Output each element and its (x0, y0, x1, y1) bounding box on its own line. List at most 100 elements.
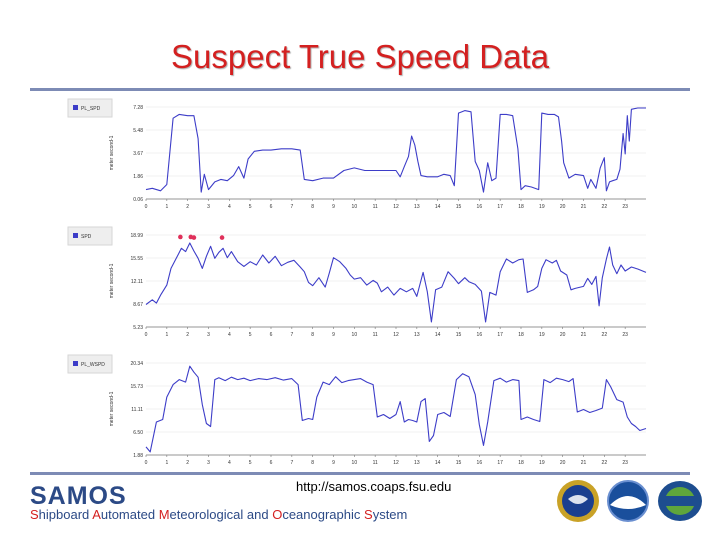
x-tick-label: 22 (602, 332, 608, 338)
x-tick-label: 21 (581, 204, 587, 210)
x-tick-label: 19 (539, 204, 545, 210)
y-tick-label: 12.11 (131, 279, 143, 285)
noaa-logo (607, 480, 649, 522)
y-axis-label: meter second-1 (109, 135, 115, 170)
y-tick-label: 5.23 (133, 325, 143, 331)
x-tick-label: 3 (207, 204, 210, 210)
x-tick-label: 15 (456, 460, 462, 466)
series-line (145, 107, 646, 193)
legend-label: PL_SPD (81, 106, 101, 112)
url-link[interactable]: http://samos.coaps.fsu.edu (296, 479, 452, 494)
x-tick-label: 8 (311, 460, 314, 466)
x-tick-label: 7 (290, 204, 293, 210)
x-tick-label: 16 (477, 460, 483, 466)
subtitle-word: Meteorological (158, 507, 244, 522)
x-tick-label: 7 (290, 460, 293, 466)
legend-swatch (73, 233, 78, 238)
x-tick-label: 23 (622, 460, 628, 466)
x-tick-label: 15 (456, 332, 462, 338)
x-tick-label: 11 (373, 204, 378, 210)
chart-panel: SPD meter second-1 18.99 15.55 12.11 8.67 5.23… (67, 226, 647, 338)
x-tick-label: 13 (414, 204, 420, 210)
x-tick-label: 7 (290, 332, 293, 338)
x-tick-label: 5 (249, 332, 252, 338)
series-line (145, 365, 647, 453)
footer-divider (30, 472, 690, 475)
x-tick-label: 0 (145, 204, 148, 210)
x-tick-label: 23 (622, 332, 628, 338)
x-tick-label: 17 (497, 460, 503, 466)
subtitle-word: Shipboard (30, 507, 90, 522)
subtitle-word: Oceanographic (272, 507, 361, 522)
samos-logo: SAMOS (30, 482, 127, 510)
x-tick-label: 12 (393, 460, 399, 466)
x-tick-label: 10 (352, 460, 358, 466)
x-tick-label: 8 (311, 332, 314, 338)
x-tick-label: 6 (270, 204, 273, 210)
y-axis-label: meter second-1 (109, 263, 115, 298)
x-tick-label: 12 (393, 332, 399, 338)
y-tick-label: 18.99 (130, 233, 143, 239)
slide-title: Suspect True Speed Data (171, 38, 549, 75)
x-tick-label: 0 (145, 460, 148, 466)
subtitle-word: Automated (92, 507, 156, 522)
x-tick-label: 13 (414, 332, 420, 338)
x-tick-label: 9 (332, 332, 335, 338)
x-tick-label: 15 (456, 204, 462, 210)
x-tick-label: 16 (477, 332, 483, 338)
x-tick-label: 1 (165, 204, 168, 210)
x-tick-label: 22 (602, 460, 608, 466)
flagged-point (178, 234, 183, 240)
x-tick-label: 3 (207, 332, 210, 338)
x-tick-label: 4 (228, 332, 231, 338)
x-tick-label: 19 (539, 460, 545, 466)
x-tick-label: 14 (435, 460, 441, 466)
x-tick-label: 18 (518, 204, 524, 210)
samos-subtitle: Shipboard Automated Meteorological and O… (30, 507, 407, 522)
legend-swatch (73, 361, 78, 366)
subtitle-word: and (246, 507, 269, 522)
x-tick-label: 14 (435, 332, 441, 338)
x-tick-label: 18 (518, 332, 524, 338)
x-tick-label: 21 (581, 332, 587, 338)
legend-label: PL_WSPD (81, 362, 105, 368)
x-tick-label: 10 (352, 332, 358, 338)
x-tick-label: 20 (560, 204, 566, 210)
x-tick-label: 16 (477, 204, 483, 210)
x-tick-label: 5 (249, 460, 252, 466)
x-tick-label: 19 (539, 332, 545, 338)
x-tick-label: 2 (186, 460, 189, 466)
y-tick-label: 3.67 (133, 151, 143, 157)
partner-logos (557, 480, 702, 522)
x-tick-label: 6 (270, 460, 273, 466)
coaps-logo-band (660, 496, 700, 506)
x-tick-label: 20 (560, 460, 566, 466)
x-tick-label: 12 (393, 204, 399, 210)
y-tick-label: 15.55 (130, 256, 143, 262)
x-tick-label: 1 (165, 332, 168, 338)
y-tick-label: 1.86 (133, 174, 143, 180)
x-tick-label: 11 (373, 460, 378, 466)
x-tick-label: 20 (560, 332, 566, 338)
y-tick-label: 0.06 (133, 197, 143, 203)
x-tick-label: 14 (435, 204, 441, 210)
y-axis-label: meter second-1 (109, 391, 115, 426)
x-tick-label: 2 (186, 332, 189, 338)
x-tick-label: 17 (497, 204, 503, 210)
x-tick-label: 13 (414, 460, 420, 466)
nsf-logo-swoosh (568, 495, 588, 504)
x-tick-label: 4 (228, 460, 231, 466)
y-tick-label: 6.50 (133, 430, 143, 436)
x-tick-label: 1 (165, 460, 168, 466)
series-line (145, 242, 647, 323)
coaps-logo (658, 481, 702, 521)
x-tick-label: 6 (270, 332, 273, 338)
x-tick-label: 21 (581, 460, 587, 466)
y-tick-label: 5.48 (133, 128, 143, 134)
legend-box (67, 98, 113, 118)
flagged-point (219, 235, 225, 240)
x-tick-label: 9 (332, 204, 335, 210)
y-tick-label: 8.67 (133, 302, 143, 308)
